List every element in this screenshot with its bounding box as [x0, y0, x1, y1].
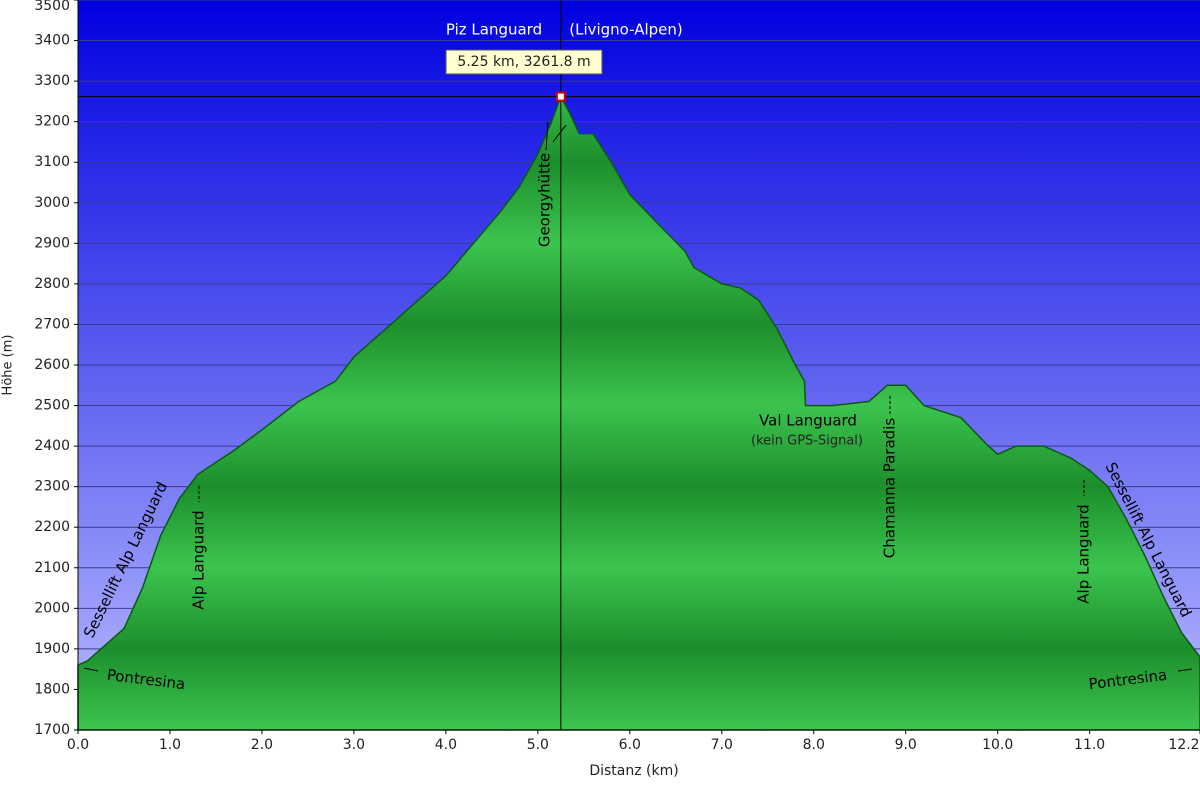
x-tick-label: 11.0	[1074, 737, 1105, 753]
y-tick-label: 2400	[34, 438, 70, 454]
x-tick-label: 2.0	[251, 737, 273, 753]
x-tick-label: 10.0	[982, 737, 1013, 753]
valley-note: (kein GPS-Signal)	[751, 434, 863, 449]
elevation-area	[77, 94, 1200, 731]
y-tick-label: 3400	[34, 33, 70, 49]
x-tick-label: 5.0	[527, 737, 549, 753]
x-tick-label: 1.0	[159, 737, 181, 753]
x-tick-label: 0.0	[67, 737, 89, 753]
y-tick-label: 2100	[34, 560, 70, 576]
x-tick-label: 8.0	[803, 737, 825, 753]
y-tick-label: 3200	[34, 114, 70, 130]
x-tick-label: 12.2	[1168, 737, 1199, 753]
alp-left-label: Alp Languard	[190, 510, 208, 609]
y-tick-label: 3300	[34, 73, 70, 89]
leader-line	[545, 121, 549, 151]
x-tick-label: 7.0	[711, 737, 733, 753]
y-tick-label: 2300	[34, 479, 70, 495]
y-tick-label: 2600	[34, 357, 70, 373]
x-tick-label: 9.0	[895, 737, 917, 753]
tooltip-box	[445, 49, 603, 75]
paradis-label: Chamanna Paradis	[881, 418, 899, 559]
region-label: (Livigno-Alpen)	[569, 21, 683, 39]
x-tick-label: 4.0	[435, 737, 457, 753]
y-tick-label: 1700	[34, 722, 70, 738]
x-tick-label: 6.0	[619, 737, 641, 753]
cursor-point	[555, 91, 566, 102]
hut-label: Georgyhütte	[536, 153, 554, 247]
y-tick-label: 2500	[34, 398, 70, 414]
tooltip-text: 5.25 km, 3261.8 m	[457, 54, 590, 70]
y-tick-label: 2000	[34, 600, 70, 616]
dash	[83, 667, 99, 672]
y-tick-label: 1800	[34, 681, 70, 697]
y-tick-label: 2900	[34, 235, 70, 251]
y-tick-label: 3500	[34, 0, 70, 14]
y-tick-label: 3100	[34, 154, 70, 170]
y-axis-label: Höhe (m)	[1, 335, 16, 396]
x-axis-label: Distanz (km)	[589, 763, 678, 779]
y-tick-label: 2800	[34, 276, 70, 292]
y-tick-label: 3000	[34, 195, 70, 211]
valley-label: Val Languard	[759, 412, 857, 430]
alp-right-label: Alp Languard	[1075, 504, 1093, 603]
peak-label: Piz Languard	[446, 21, 542, 39]
y-tick-label: 1900	[34, 641, 70, 657]
y-tick-label: 2700	[34, 316, 70, 332]
y-tick-label: 2200	[34, 519, 70, 535]
leader-line	[552, 124, 567, 143]
x-tick-label: 3.0	[343, 737, 365, 753]
dash	[1177, 668, 1193, 672]
